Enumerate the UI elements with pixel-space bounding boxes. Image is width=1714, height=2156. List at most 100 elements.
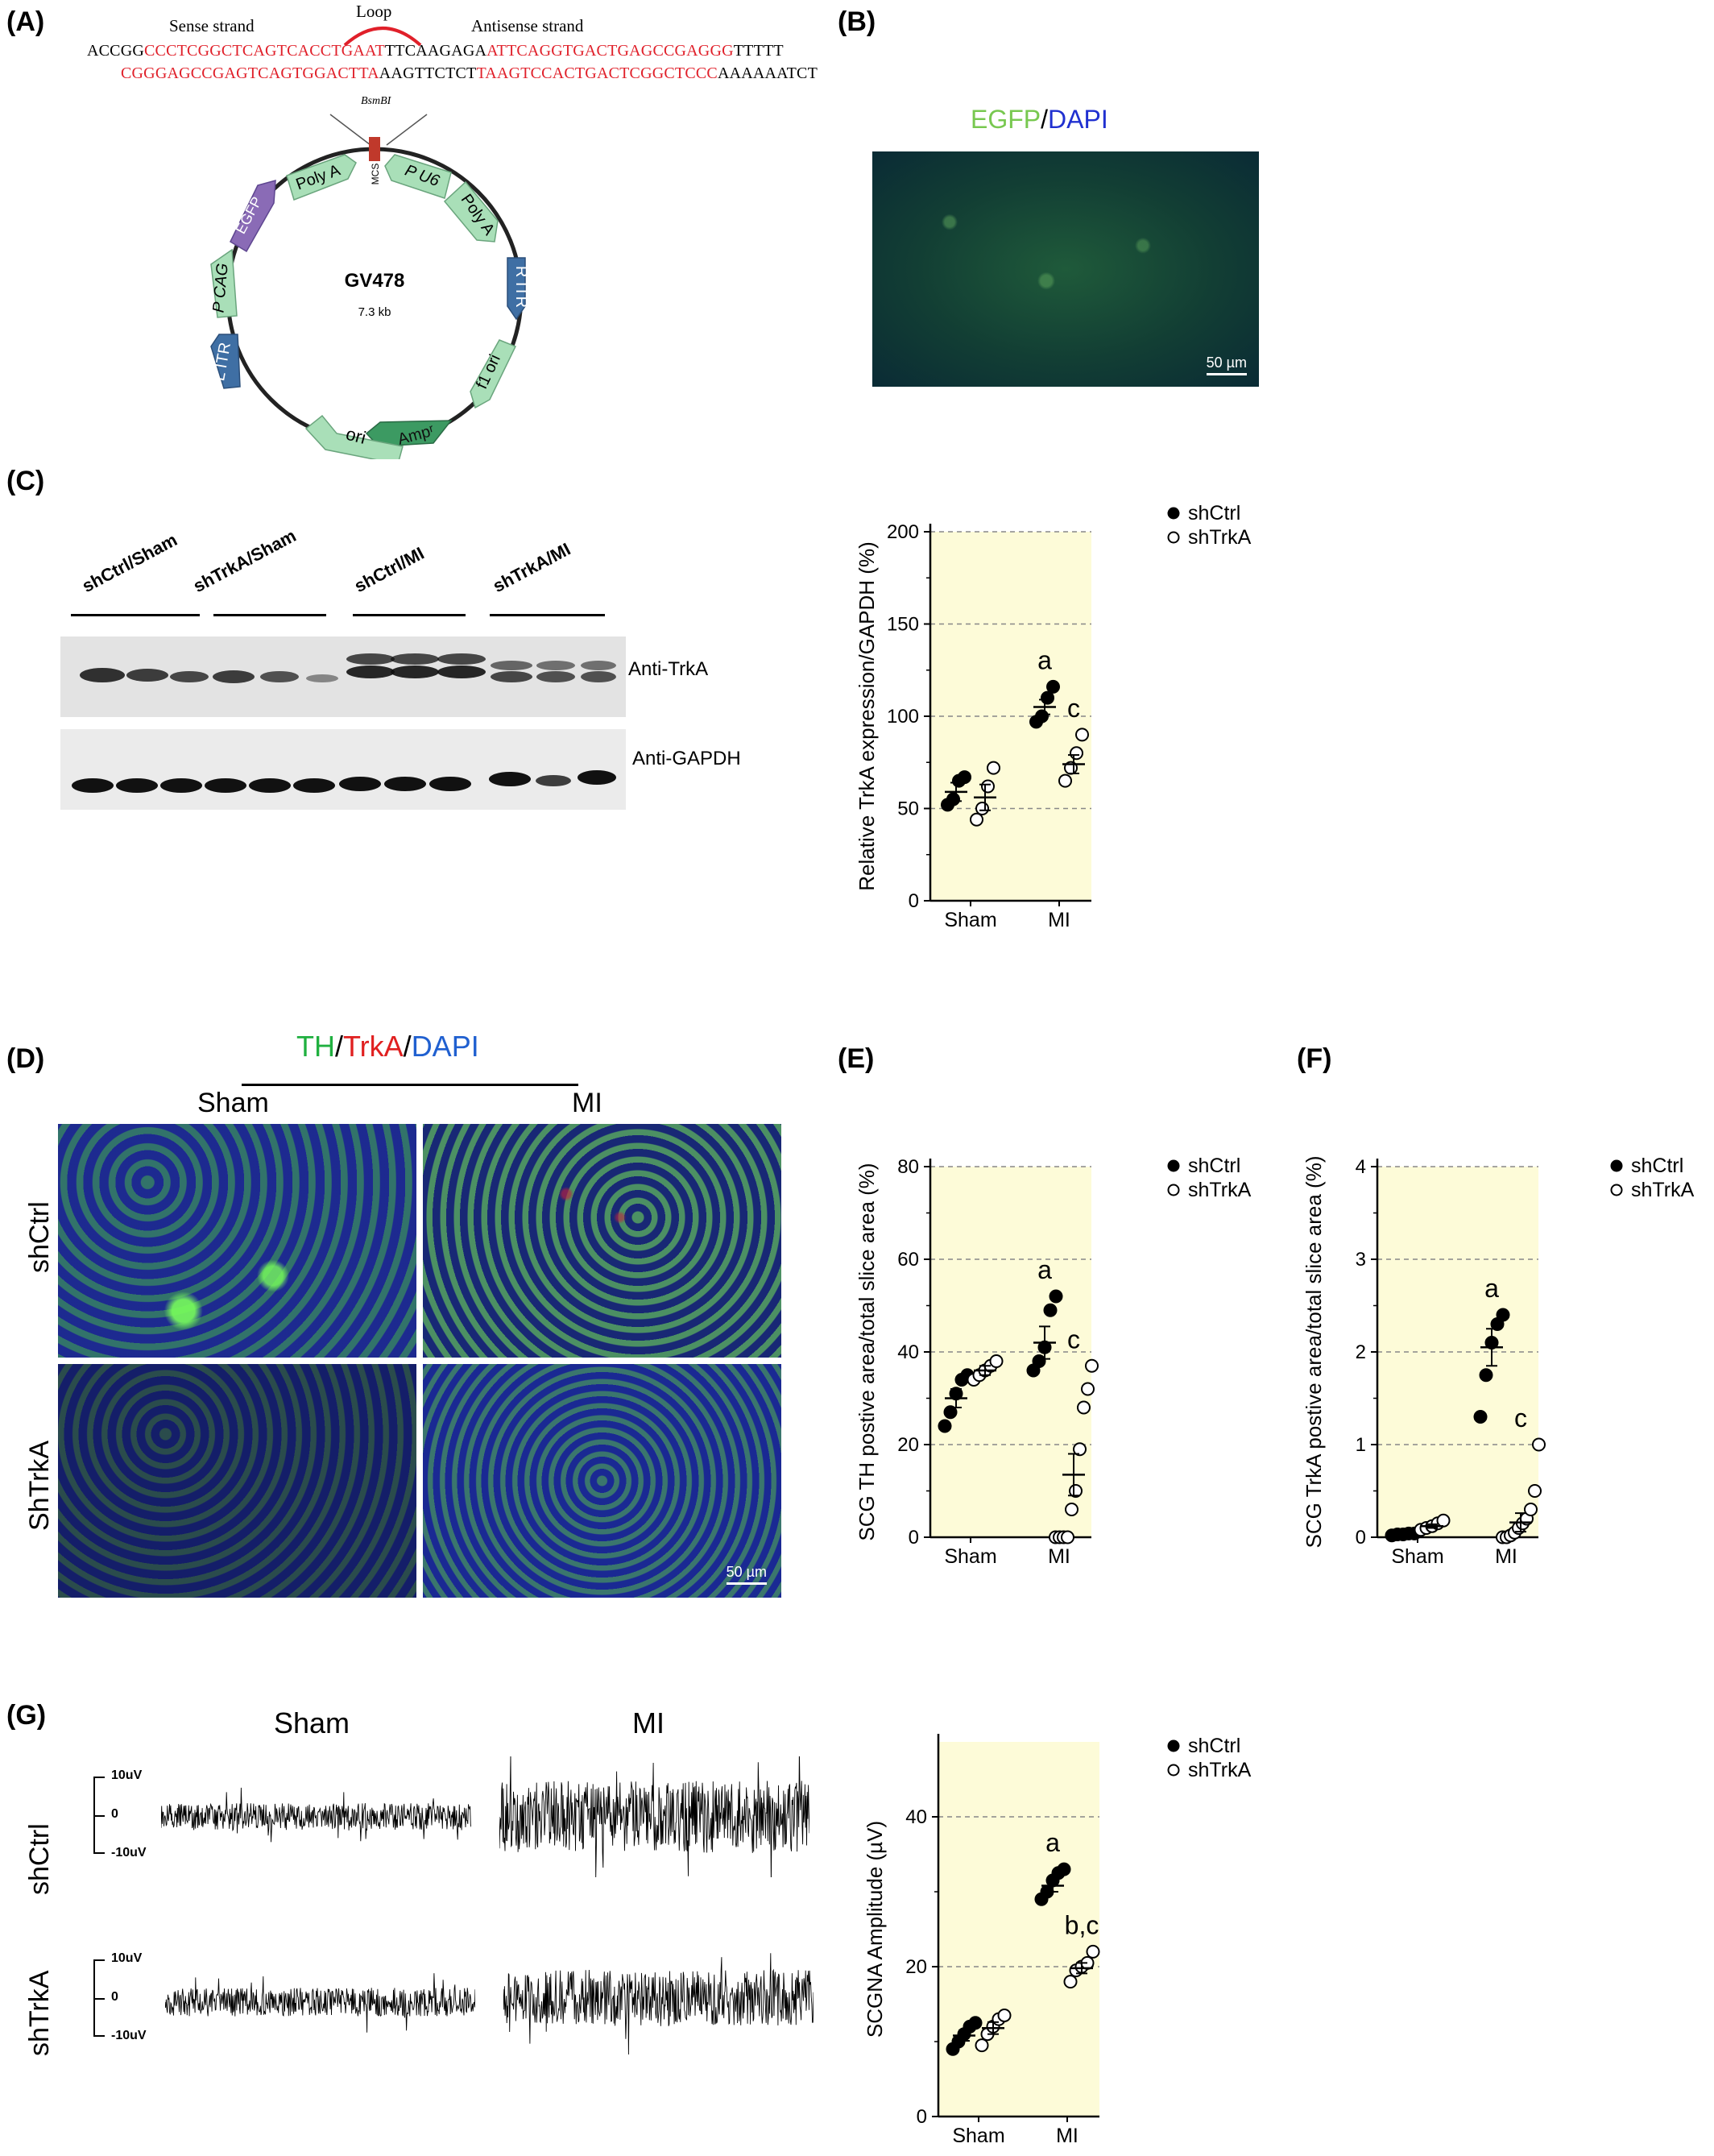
significance-label: a (1037, 645, 1052, 674)
y-tick-label: 40 (897, 1341, 919, 1363)
data-point (958, 770, 971, 785)
panel-label-d: (D) (6, 1043, 45, 1074)
y-tick-label: 0 (909, 890, 919, 912)
y-tick-label: 2 (1356, 1341, 1366, 1363)
feature-f1-ori: f1 ori (470, 339, 517, 409)
scale-label-top: 10uV (111, 1768, 143, 1782)
feature-p-cag: P CAG (209, 248, 238, 318)
col-label-mi-g: MI (632, 1706, 664, 1739)
legend-label: shTrkA (1188, 1759, 1252, 1781)
x-tick-label: MI (1495, 1545, 1517, 1568)
anti-trka-label: Anti-TrkA (628, 658, 709, 680)
y-tick-label: 1 (1356, 1434, 1366, 1456)
scale-label-zero: 0 (111, 1990, 118, 2004)
lane-label-3: shCtrl/MI (350, 542, 428, 597)
micrograph-shtrka-mi: 50 µm (423, 1364, 781, 1598)
x-tick-label: Sham (952, 2125, 1004, 2147)
panel-label-a: (A) (6, 6, 45, 37)
legend-marker (1167, 1739, 1180, 1752)
data-point (1035, 709, 1049, 724)
signal-trace (165, 1973, 475, 2033)
signal-trace (499, 1756, 809, 1877)
lane-group-line-4 (490, 614, 605, 616)
y-tick-label: 0 (909, 1527, 919, 1549)
feature-ori: ori (304, 414, 404, 459)
feature-egfp: EGFP (230, 179, 276, 253)
lane-label-4: shTrkA/MI (489, 538, 574, 597)
x-tick-label: Sham (944, 1545, 996, 1568)
scale-tick (93, 2035, 105, 2037)
scale-bar-d: 50 µm (726, 1564, 767, 1585)
data-point (989, 1354, 1004, 1368)
trace-shtrka-mi (503, 1953, 814, 2054)
row-label-shctrl-d: shCtrl (24, 1201, 55, 1273)
data-point (1075, 728, 1089, 742)
plasmid-size: 7.3 kb (358, 305, 391, 319)
chart-g: 0 20 40 Sham MI SCGNA Amplitude (µV) shCtrlshT… (863, 1734, 1252, 2147)
scale-tick (93, 1815, 105, 1817)
data-point (1041, 690, 1054, 705)
y-tick-label: 20 (897, 1434, 919, 1456)
legend-marker (1167, 531, 1180, 544)
loop-arc (343, 27, 422, 47)
lane-group-line-1 (71, 614, 200, 616)
y-tick-label: 0 (1356, 1527, 1366, 1549)
scale-tick (93, 1852, 105, 1854)
x-tick-label: MI (1048, 1545, 1070, 1568)
panel-label-g: (G) (6, 1700, 47, 1731)
data-point (1057, 1862, 1071, 1876)
data-point (1473, 1410, 1488, 1424)
bsmbi-site-label: BsmBI (361, 95, 391, 107)
sense-strand-label: Sense strand (169, 16, 255, 35)
data-point (938, 1419, 952, 1433)
legend-marker (1167, 1159, 1180, 1172)
data-point (1043, 1303, 1058, 1317)
data-point (1063, 1975, 1078, 1989)
col-label-sham-d: Sham (197, 1088, 269, 1118)
antisense-strand-label: Antisense strand (471, 16, 584, 35)
loop-label: Loop (356, 2, 392, 21)
legend-label: shCtrl (1188, 1155, 1240, 1177)
lane-group-line-2 (213, 614, 326, 616)
data-point (1032, 1354, 1046, 1368)
legend-label: shTrkA (1188, 1179, 1252, 1201)
data-point (1070, 746, 1083, 761)
x-tick-label: Sham (944, 909, 996, 931)
y-tick-label: 60 (897, 1249, 919, 1271)
legend-marker (1610, 1184, 1623, 1196)
signal-trace (503, 1953, 814, 2054)
data-point (1532, 1437, 1546, 1452)
data-point (1069, 1484, 1083, 1498)
data-point (1496, 1308, 1510, 1322)
panel-label-e: (E) (838, 1043, 875, 1074)
data-point (1073, 1442, 1087, 1457)
y-axis-label: SCG TH postive area/total slice area (%) (855, 1163, 879, 1540)
data-point (975, 802, 989, 815)
significance-label: b,c (1065, 1910, 1099, 1939)
data-point (1436, 1513, 1451, 1528)
y-tick-label: 100 (887, 706, 919, 728)
lane-group-line-3 (353, 614, 466, 616)
scale-tick (93, 1959, 105, 1961)
panel-label-b: (B) (838, 6, 876, 37)
data-point (997, 2008, 1012, 2022)
data-point (1528, 1484, 1542, 1498)
feature-poly-a-1: Poly A (286, 154, 357, 201)
svg-text:R ITR: R ITR (512, 266, 530, 308)
x-tick-label: MI (1048, 909, 1070, 931)
data-point (968, 2016, 983, 2030)
mcs-marker (369, 137, 380, 161)
row-label-shtrka-g: shTrkA (24, 1970, 55, 2056)
gapdh-blot (60, 729, 626, 810)
legend-marker (1167, 1184, 1180, 1196)
lane-label-1: shCtrl/Sham (78, 529, 180, 597)
trka-blot (60, 636, 626, 717)
y-tick-label: 4 (1356, 1156, 1366, 1178)
col-label-sham-g: Sham (274, 1706, 350, 1739)
y-tick-label: 40 (905, 1806, 927, 1828)
scale-tick (93, 1998, 105, 2000)
mcs-label: MCS (370, 164, 381, 185)
egfp-dapi-micrograph: 50 µm (872, 151, 1259, 387)
chart-e: 0 20 40 60 80 Sham MI SCG TH postive area/total… (855, 1155, 1252, 1568)
scale-tick (93, 1777, 105, 1778)
